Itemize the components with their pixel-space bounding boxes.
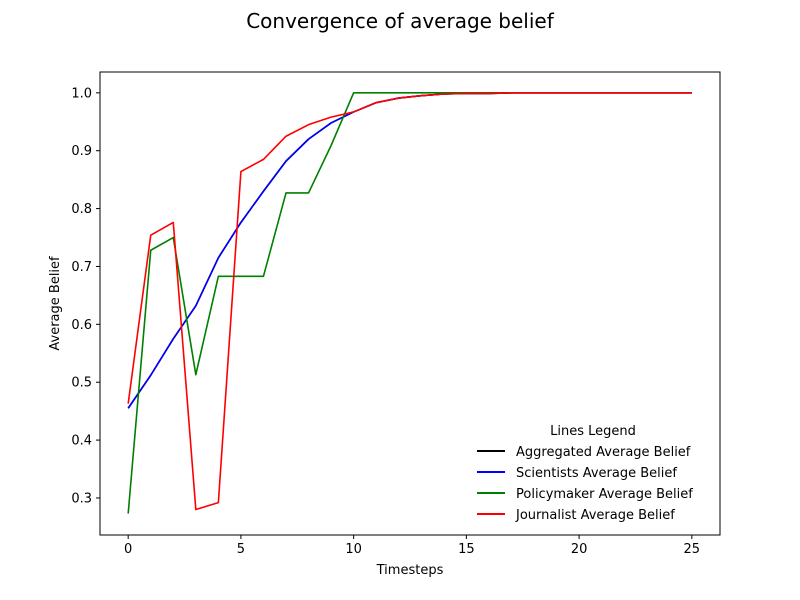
series-line-1 [127, 92, 692, 409]
legend-entry: Scientists Average Belief [516, 466, 677, 481]
y-tick-label: 0.3 [71, 491, 92, 506]
legend-entry: Journalist Average Belief [515, 508, 675, 523]
x-tick-label: 25 [684, 542, 701, 557]
chart-title: Convergence of average belief [246, 9, 555, 33]
legend-entry: Aggregated Average Belief [516, 445, 691, 460]
plot-area [127, 92, 692, 514]
y-axis-label: Average Belief [48, 256, 63, 351]
series-line-3 [127, 92, 692, 511]
axes-ticks: 0 5 10 15 20 25 0.3 0.4 0.5 0.6 0.7 0.8 0.9 1.0 [71, 86, 700, 557]
y-tick-label: 0.6 [71, 318, 92, 333]
legend-entry: Policymaker Average Belief [516, 487, 693, 502]
x-tick-label: 15 [458, 542, 475, 557]
y-tick-label: 0.7 [71, 260, 92, 275]
series-line-0 [127, 92, 692, 409]
x-axis-label: Timesteps [376, 563, 444, 578]
x-tick-label: 20 [571, 542, 588, 557]
y-tick-label: 0.4 [71, 434, 92, 449]
x-tick-label: 5 [237, 542, 245, 557]
x-tick-label: 0 [124, 542, 132, 557]
legend-title: Lines Legend [550, 424, 636, 439]
y-tick-label: 0.8 [71, 202, 92, 217]
plot-frame [99, 71, 721, 536]
y-tick-label: 1.0 [71, 86, 92, 101]
x-tick-label: 10 [345, 542, 362, 557]
y-tick-label: 0.9 [71, 144, 92, 159]
y-tick-label: 0.5 [71, 376, 92, 391]
legend: Lines Legend Aggregated Average Belief Sc… [477, 424, 693, 523]
